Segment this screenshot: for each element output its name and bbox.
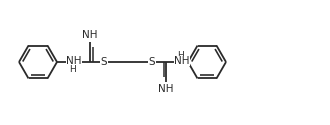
- Text: S: S: [101, 57, 107, 67]
- Text: NH: NH: [66, 56, 82, 66]
- Text: S: S: [149, 57, 155, 67]
- Text: NH: NH: [158, 84, 174, 94]
- Text: NH: NH: [82, 30, 98, 40]
- Text: NH: NH: [174, 56, 190, 66]
- Text: H: H: [70, 64, 76, 74]
- Text: H: H: [178, 50, 184, 59]
- Text: N: N: [177, 57, 185, 67]
